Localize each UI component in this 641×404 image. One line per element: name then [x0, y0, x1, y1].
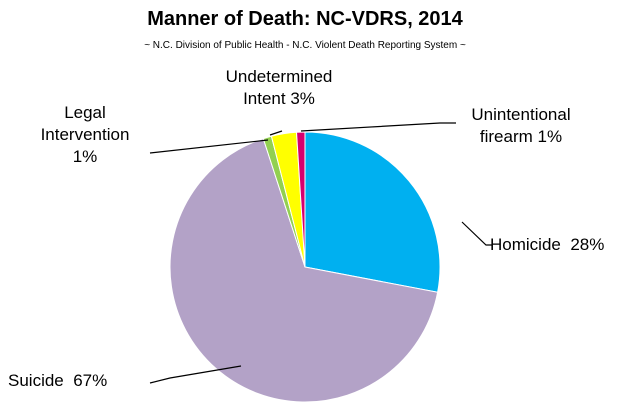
slice-label: Unintentional firearm 1% [456, 104, 586, 148]
category-label: Undetermined Intent [225, 67, 333, 108]
slice [169, 137, 439, 403]
slice [295, 131, 306, 268]
chart-title: Manner of Death: NC-VDRS, 2014 [147, 8, 463, 30]
value-label: 3% [290, 89, 315, 108]
category-label: Unintentional firearm [471, 105, 571, 146]
leader-line [461, 221, 492, 246]
leader-line [149, 365, 242, 384]
category-label: Homicide [490, 235, 561, 254]
value-label: 1% [72, 147, 98, 166]
slice [304, 131, 441, 293]
value-label: 1% [537, 127, 563, 146]
leader-line [149, 139, 269, 154]
chart-subtitle: ~ N.C. Division of Public Health - N.C. … [144, 40, 466, 51]
leader-line [300, 122, 456, 132]
value-label: 67% [73, 371, 108, 390]
slice-label: Undetermined Intent 3% [214, 66, 344, 110]
slice-label: Legal Intervention 1% [32, 102, 138, 168]
leader-line [269, 130, 283, 136]
slice-label: Suicide 67% [8, 370, 107, 392]
slices [169, 131, 441, 403]
category-label: Suicide [8, 371, 64, 390]
slice-label: Homicide 28% [490, 234, 604, 256]
leader-lines [149, 122, 492, 384]
value-label: 28% [570, 235, 605, 254]
category-label: Legal Intervention [40, 103, 130, 144]
